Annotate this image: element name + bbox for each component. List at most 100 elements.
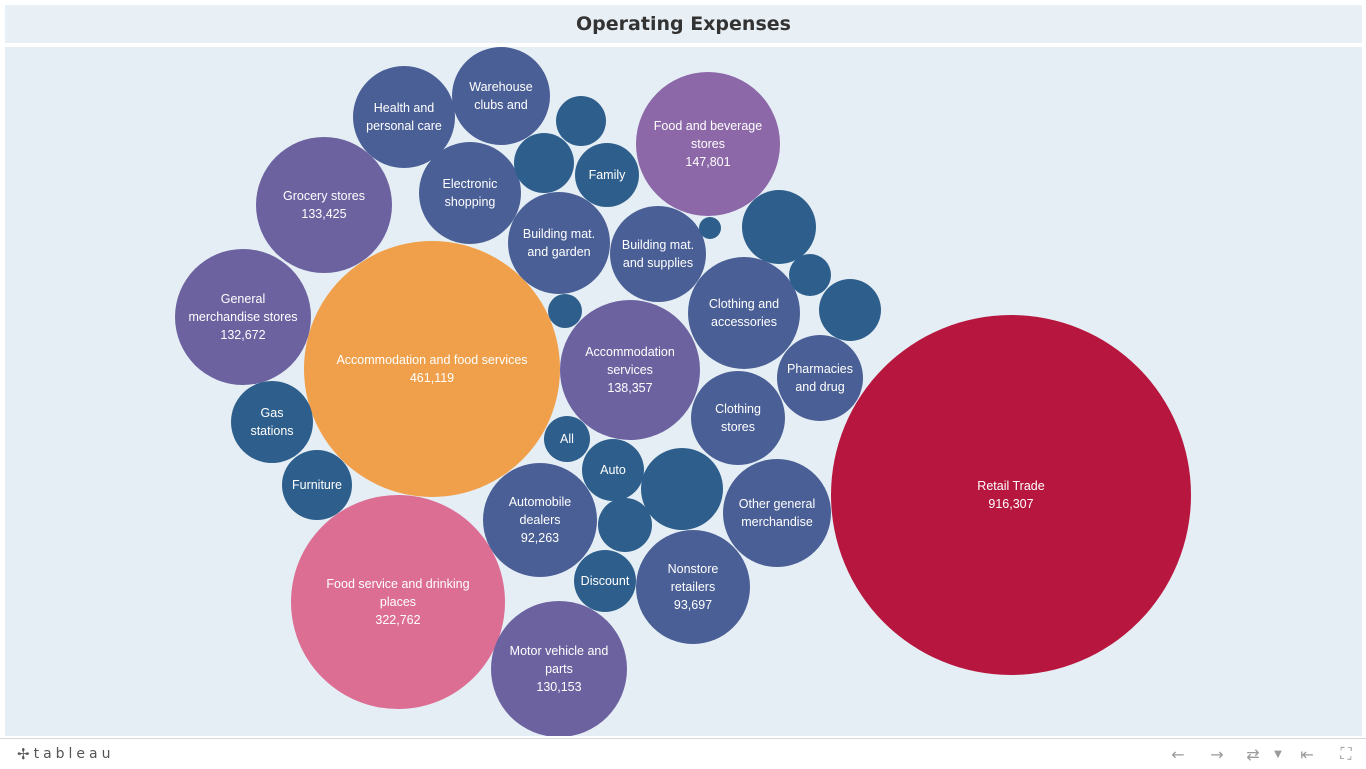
bubble-circle[interactable]: [231, 381, 313, 463]
bubble[interactable]: Clothing stores: [691, 371, 785, 465]
bubble[interactable]: Grocery stores 133,425: [256, 137, 392, 273]
bubble[interactable]: [556, 96, 606, 146]
fullscreen-icon[interactable]: ⛶: [1340, 744, 1352, 763]
bubble-circle[interactable]: [819, 279, 881, 341]
bubble[interactable]: Auto: [582, 439, 644, 501]
bubble-circle[interactable]: [636, 72, 780, 216]
bubble[interactable]: Discount: [574, 550, 636, 612]
bubble[interactable]: Accommodation and food services 461,119: [304, 241, 560, 497]
bubble-category-label: Food service and drinking: [326, 577, 469, 591]
bubble-circle[interactable]: [419, 142, 521, 244]
bubble-category-label: Discount: [581, 574, 630, 588]
bubble-circle[interactable]: [282, 450, 352, 520]
bubble-circle[interactable]: [256, 137, 392, 273]
bubble[interactable]: [699, 217, 721, 239]
bubble-circle[interactable]: [483, 463, 597, 577]
bubble[interactable]: [514, 133, 574, 193]
bubble-circle[interactable]: [556, 96, 606, 146]
bubble-value-label: 916,307: [988, 497, 1033, 511]
bubble[interactable]: Family: [575, 143, 639, 207]
bubble-circle[interactable]: [777, 335, 863, 421]
bubble[interactable]: [548, 294, 582, 328]
bubble-category-label: accessories: [711, 315, 777, 329]
bubble[interactable]: Furniture: [282, 450, 352, 520]
bubble-circle[interactable]: [723, 459, 831, 567]
undo-icon[interactable]: ←: [1171, 744, 1185, 764]
bubble[interactable]: Pharmacies and drug: [777, 335, 863, 421]
bubble-circle[interactable]: [598, 498, 652, 552]
bubble[interactable]: Accommodation services 138,357: [560, 300, 700, 440]
bubble[interactable]: Automobile dealers 92,263: [483, 463, 597, 577]
bubble-circle[interactable]: [304, 241, 560, 497]
bubble-value-label: 93,697: [674, 598, 712, 612]
bubble-category-label: stations: [250, 424, 293, 438]
bubble-circle[interactable]: [582, 439, 644, 501]
bubble-category-label: personal care: [366, 119, 442, 133]
bubble-category-label: merchandise: [741, 515, 813, 529]
footer-toolbar: ✢ tableau ← → ⇄ ▼ ⇤ ⛶: [0, 738, 1366, 769]
bubble-circle[interactable]: [789, 254, 831, 296]
bubble[interactable]: Building mat. and garden: [508, 192, 610, 294]
bubble-circle[interactable]: [610, 206, 706, 302]
bubble-circle[interactable]: [291, 495, 505, 709]
bubble[interactable]: [742, 190, 816, 264]
bubble-circle[interactable]: [452, 47, 550, 145]
bubble-category-label: and supplies: [623, 256, 693, 270]
bubble-circle[interactable]: [636, 530, 750, 644]
bubble-circle[interactable]: [514, 133, 574, 193]
bubble-circle[interactable]: [688, 257, 800, 369]
bubble[interactable]: Other general merchandise: [723, 459, 831, 567]
bubble[interactable]: General merchandise stores 132,672: [175, 249, 311, 385]
bubble-circle[interactable]: [353, 66, 455, 168]
tableau-logo-text: tableau: [33, 746, 115, 762]
bubble-value-label: 461,119: [410, 371, 454, 385]
bubble-circle[interactable]: [742, 190, 816, 264]
bubble[interactable]: Warehouse clubs and: [452, 47, 550, 145]
chart-area: Retail Trade 916,307 Accommodation and foo…: [5, 47, 1362, 736]
bubble-category-label: Other general: [739, 497, 815, 511]
bubble[interactable]: [641, 448, 723, 530]
bubble[interactable]: Electronic shopping: [419, 142, 521, 244]
dropdown-icon[interactable]: ▼: [1274, 748, 1282, 760]
bubble-value-label: 138,357: [607, 381, 652, 395]
bubble[interactable]: Food service and drinking places 322,762: [291, 495, 505, 709]
bubble[interactable]: Retail Trade 916,307: [831, 315, 1191, 675]
tableau-logo-icon: ✢: [17, 745, 30, 763]
bubble[interactable]: [598, 498, 652, 552]
bubble-circle[interactable]: [491, 601, 627, 736]
bubble-category-label: Health and: [374, 101, 435, 115]
title-bar: Operating Expenses: [5, 5, 1362, 43]
bubble-circle[interactable]: [574, 550, 636, 612]
bubble-category-label: Auto: [600, 463, 626, 477]
bubble-category-label: retailers: [671, 580, 715, 594]
bubble-circle[interactable]: [699, 217, 721, 239]
bubble-category-label: services: [607, 363, 653, 377]
bubble[interactable]: Food and beverage stores 147,801: [636, 72, 780, 216]
bubble[interactable]: [789, 254, 831, 296]
bubble-category-label: Accommodation and food services: [336, 353, 527, 367]
tableau-logo[interactable]: ✢ tableau: [17, 745, 115, 763]
bubble[interactable]: Motor vehicle and parts 130,153: [491, 601, 627, 736]
bubble[interactable]: Building mat. and supplies: [610, 206, 706, 302]
reset-icon[interactable]: ⇤: [1300, 744, 1314, 764]
bubble-category-label: places: [380, 595, 416, 609]
bubble[interactable]: All: [544, 416, 590, 462]
bubble-circle[interactable]: [831, 315, 1191, 675]
bubble-circle[interactable]: [175, 249, 311, 385]
bubble[interactable]: Nonstore retailers 93,697: [636, 530, 750, 644]
bubble-category-label: Grocery stores: [283, 189, 365, 203]
revert-icon[interactable]: ⇄: [1246, 744, 1260, 764]
redo-icon[interactable]: →: [1210, 744, 1224, 764]
bubble[interactable]: Health and personal care: [353, 66, 455, 168]
bubble-circle[interactable]: [641, 448, 723, 530]
bubble[interactable]: [819, 279, 881, 341]
bubble-circle[interactable]: [575, 143, 639, 207]
bubble-circle[interactable]: [548, 294, 582, 328]
bubble[interactable]: Gas stations: [231, 381, 313, 463]
bubble-circle[interactable]: [544, 416, 590, 462]
bubble-circle[interactable]: [691, 371, 785, 465]
bubble[interactable]: Clothing and accessories: [688, 257, 800, 369]
bubble-circle[interactable]: [508, 192, 610, 294]
bubble-circle[interactable]: [560, 300, 700, 440]
bubble-category-label: dealers: [520, 513, 561, 527]
